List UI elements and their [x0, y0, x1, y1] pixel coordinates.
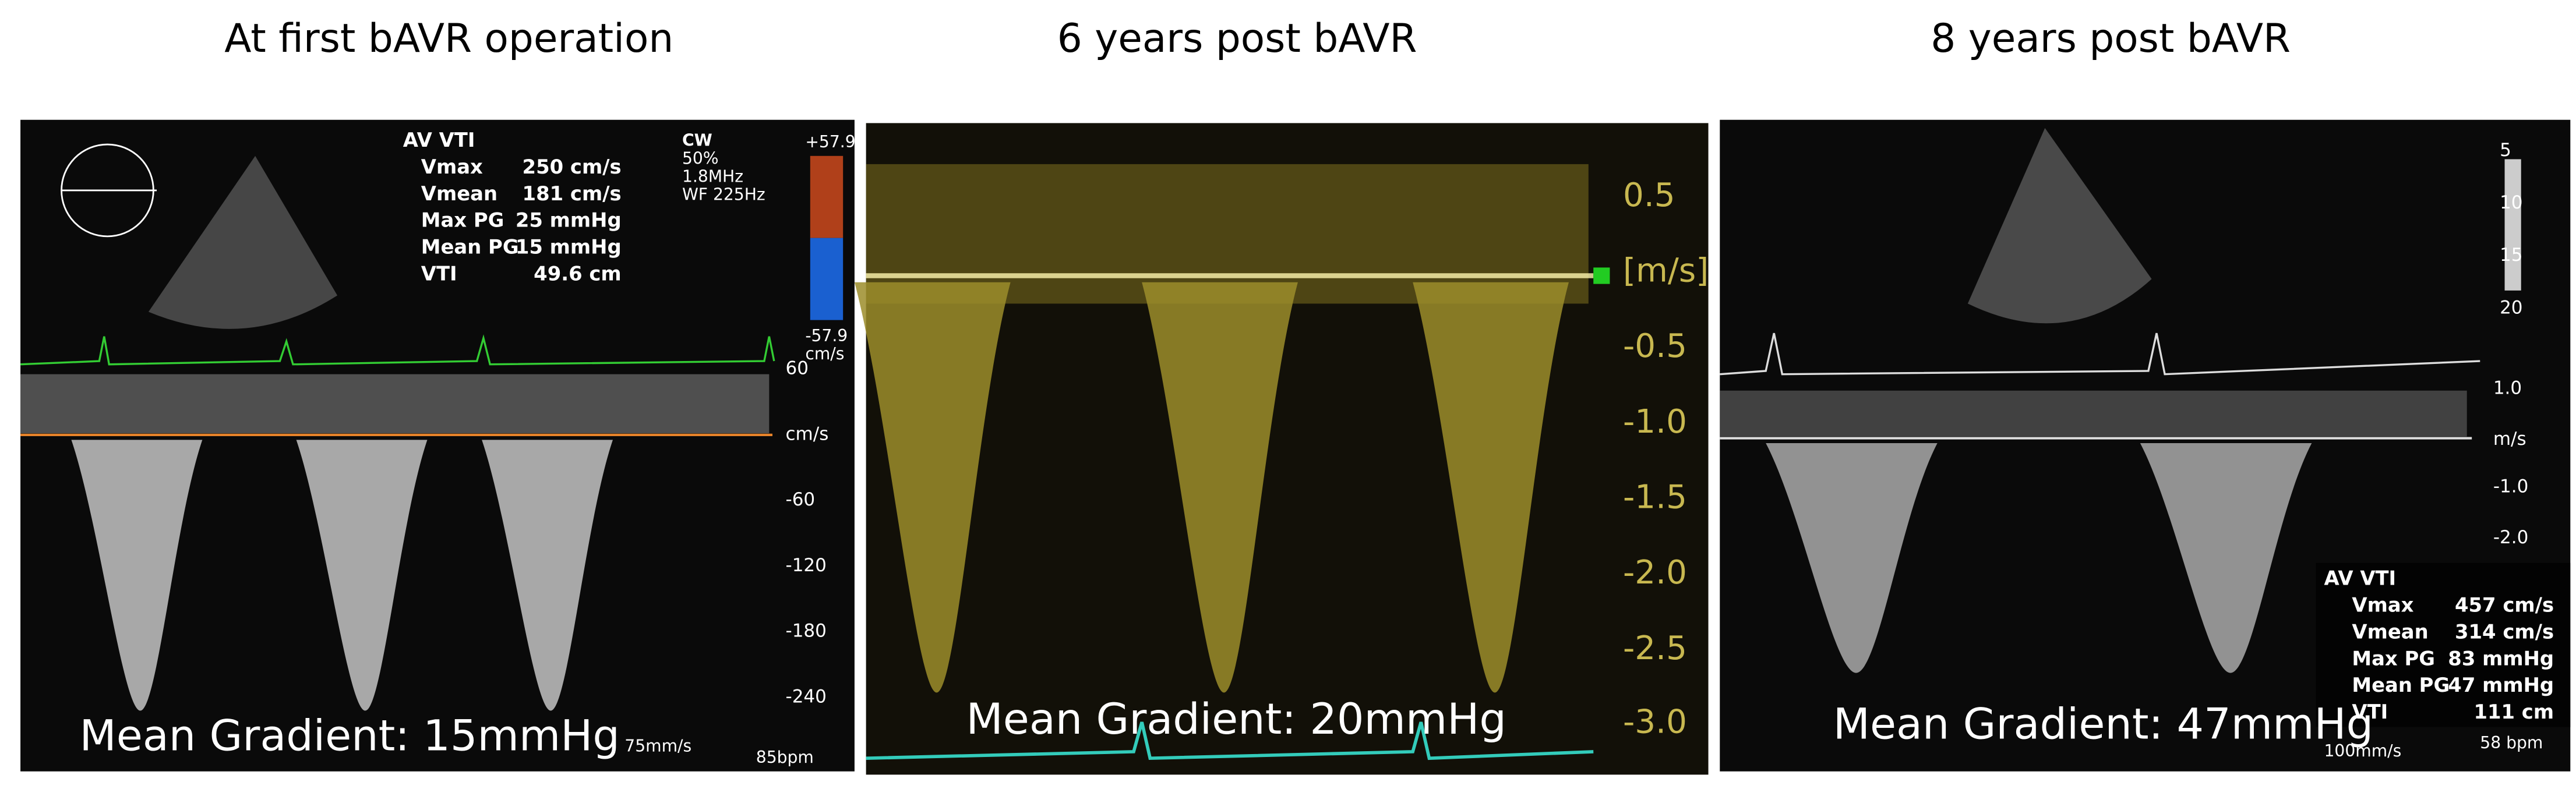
doppler-band: [1720, 390, 2467, 437]
measurement-box: [2316, 562, 2571, 727]
measurement-value: 314 cm/s: [2455, 620, 2554, 643]
doppler-envelope: [1142, 282, 1298, 693]
panel-title: 8 years post bAVR: [1931, 15, 2291, 61]
measurement-value: 47 mmHg: [2448, 674, 2554, 696]
measurement-value: 250 cm/s: [523, 155, 622, 178]
scale-label: -180: [786, 621, 827, 642]
doppler-envelope: [1766, 443, 1938, 673]
measurement-label: Max PG: [2352, 647, 2435, 670]
echo-sector: [1967, 128, 2152, 324]
scale-label: 60: [786, 358, 809, 379]
measurement-value: 83 mmHg: [2448, 647, 2554, 670]
setting-label: 50%: [682, 148, 719, 168]
measurement-label: Vmean: [421, 182, 497, 205]
measurement-label: Mean PG: [2352, 674, 2450, 696]
doppler-envelope: [482, 440, 613, 711]
doppler-envelope: [296, 440, 428, 711]
scale-label: -120: [786, 555, 827, 576]
doppler-envelope: [71, 440, 203, 711]
depth-label: 10: [2500, 192, 2522, 213]
measurement-value: 181 cm/s: [523, 182, 622, 205]
caption: Mean Gradient: 20mmHg: [966, 695, 1506, 744]
scale-label: -1.0: [2493, 476, 2528, 497]
footer-label: 85bpm: [756, 748, 814, 767]
measurement-value: 49.6 cm: [534, 263, 621, 285]
depth-label: 15: [2500, 245, 2522, 266]
footer-label: 75mm/s: [624, 736, 691, 755]
scale-label: -2.0: [2493, 527, 2528, 548]
doppler-band: [20, 374, 770, 434]
doppler-envelope: [1413, 282, 1569, 693]
scale-label: -60: [786, 489, 816, 510]
scale-label: [m/s]: [1623, 252, 1709, 290]
ecg-trace: [1720, 332, 2480, 376]
footer-label: 100mm/s: [2324, 741, 2402, 760]
scale-label: 0.5: [1623, 176, 1675, 214]
measurement-value: 25 mmHg: [516, 209, 622, 232]
scale-label: m/s: [2493, 429, 2526, 450]
measurement-value: 15 mmHg: [516, 236, 622, 259]
scale-label: -3.0: [1623, 703, 1687, 741]
scale-label: -2.0: [1623, 554, 1687, 592]
ecg-trace: [20, 334, 775, 366]
gray-bar: [2504, 159, 2521, 291]
depth-label: 20: [2500, 297, 2522, 318]
measurement-value: 457 cm/s: [2455, 593, 2554, 616]
measurement-label: VTI: [2352, 701, 2388, 723]
color-scale-label: cm/s: [805, 344, 844, 363]
depth-label: 5: [2500, 140, 2511, 161]
scale-label: -1.0: [1623, 403, 1687, 441]
caption: Mean Gradient: 15mmHg: [80, 711, 620, 760]
scale-label: -2.5: [1623, 629, 1687, 667]
color-scale-label: +57.9: [805, 132, 855, 151]
scale-label: -240: [786, 686, 827, 707]
caption: Mean Gradient: 47mmHg: [1833, 700, 2373, 749]
setting-label: CW: [682, 130, 712, 150]
ecg-trace: [866, 721, 1594, 760]
setting-label: 1.8MHz: [682, 167, 743, 186]
color-scale-label: -57.9: [805, 326, 848, 345]
footer-label: 58 bpm: [2480, 733, 2543, 752]
measurement-heading: AV VTI: [403, 129, 475, 151]
color-bar: [810, 155, 844, 238]
measurement-heading: AV VTI: [2324, 567, 2397, 589]
measurement-label: Vmean: [2352, 620, 2428, 643]
scale-label: cm/s: [786, 423, 829, 444]
doppler-band: [866, 164, 1589, 304]
panel-title: 6 years post bAVR: [1057, 15, 1417, 61]
scale-marker: [1593, 267, 1610, 284]
color-bar: [810, 238, 844, 320]
panel-title: At first bAVR operation: [224, 15, 673, 61]
measurement-label: VTI: [421, 263, 457, 285]
measurement-value: 111 cm: [2473, 701, 2554, 723]
doppler-envelope: [854, 282, 1011, 693]
scale-label: 1.0: [2493, 377, 2522, 398]
measurement-label: Vmax: [2352, 593, 2413, 616]
echo-sector: [148, 155, 338, 329]
measurement-label: Vmax: [421, 155, 483, 178]
doppler-envelope: [2140, 443, 2312, 673]
setting-label: WF 225Hz: [682, 185, 765, 204]
scale-label: -0.5: [1623, 327, 1687, 365]
measurement-label: Max PG: [421, 209, 504, 232]
scale-label: -1.5: [1623, 478, 1687, 516]
measurement-label: Mean PG: [421, 236, 519, 259]
